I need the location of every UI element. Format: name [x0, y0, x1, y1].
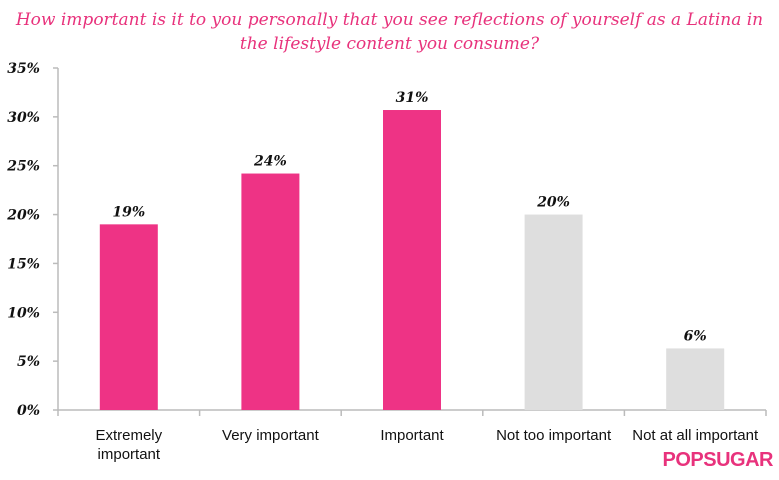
data-label: 31%	[396, 90, 429, 106]
data-label: 6%	[684, 328, 707, 344]
bar-not-at-all-important	[666, 348, 725, 410]
y-tick-label: 35%	[7, 61, 40, 77]
x-tick-label: Very important	[222, 427, 320, 444]
y-tick-label: 30%	[7, 110, 40, 126]
data-label: 24%	[253, 154, 287, 170]
data-label: 20%	[536, 195, 570, 211]
x-tick-label: Extremely	[95, 427, 162, 444]
data-label: 19%	[112, 204, 145, 220]
x-tick-label: Not at all important	[632, 427, 759, 444]
y-tick-label: 10%	[7, 305, 40, 321]
y-tick-label: 0%	[17, 403, 40, 419]
y-tick-label: 15%	[7, 256, 40, 272]
x-tick-label: Not too important	[496, 427, 612, 444]
bar-extremely-important	[99, 224, 158, 410]
x-tick-label: important	[98, 446, 161, 463]
y-tick-label: 5%	[17, 354, 40, 370]
chart-title: How important is it to you personally th…	[15, 10, 764, 54]
bar-very-important	[241, 173, 300, 410]
popsugar-logo: POPSUGAR	[662, 449, 774, 471]
bar-not-too-important	[524, 214, 583, 410]
y-tick-label: 20%	[6, 208, 40, 224]
y-tick-label: 25%	[6, 159, 40, 175]
x-tick-label: Important	[380, 427, 444, 444]
bar-important	[383, 110, 441, 410]
